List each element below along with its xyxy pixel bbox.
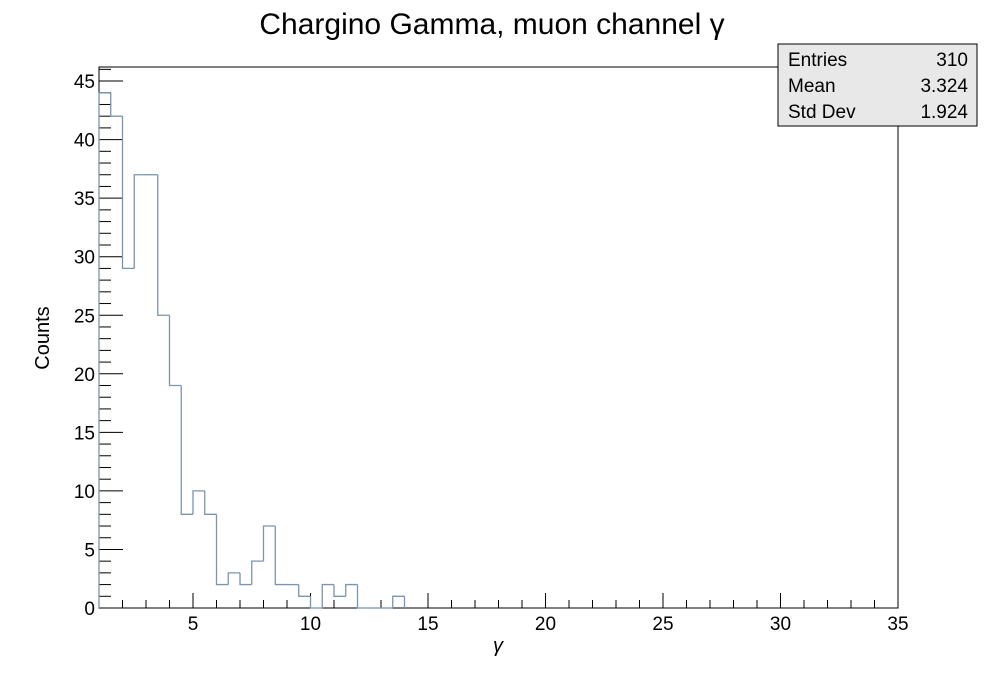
histogram-bin [180,385,193,515]
y-tick-label: 45 [74,72,95,93]
histogram-bin [356,584,370,609]
histogram-series [98,92,406,609]
histogram-bin [251,560,264,585]
histogram-bin [345,583,358,597]
y-tick-label: 10 [74,482,95,503]
histogram-bin [157,174,170,316]
stats-entries-value: 310 [936,50,968,71]
y-tick-label: 25 [74,306,95,327]
chart-title: Chargino Gamma, muon channel γ [259,8,724,41]
histogram-bin [98,92,111,608]
stats-mean-label: Mean [788,76,836,97]
x-tick-label: 10 [300,614,321,635]
histogram-bin [215,514,229,586]
histogram-bin [321,583,334,608]
x-tick-label: 35 [887,614,908,635]
plot-frame [98,66,899,609]
stats-entries-label: Entries [788,50,847,71]
x-tick-label: 25 [652,614,673,635]
stats-mean-value: 3.324 [920,76,968,97]
y-axis-label: Counts [32,306,54,369]
x-tick-label: 15 [417,614,438,635]
histogram-bin [133,174,146,269]
histogram-bin [298,584,311,597]
x-tick-label: 30 [770,614,791,635]
histogram-bin [121,116,135,270]
stats-box: Entries 310 Mean 3.324 Std Dev 1.924 [777,43,978,127]
y-tick-label: 5 [84,540,95,561]
x-tick-label: 5 [188,614,199,635]
histogram-bin [392,595,405,608]
x-tick-label: 20 [535,614,556,635]
histogram-bin [262,525,276,562]
histogram-bin [204,490,217,515]
histogram-bin [274,526,287,586]
histogram-bin [110,92,123,117]
y-tick-label: 0 [84,599,95,620]
x-axis: 5 10 15 20 25 30 35 [98,593,909,635]
histogram-bin [333,584,346,597]
stats-std-value: 1.924 [920,102,968,123]
stats-box-background [777,43,978,127]
y-tick-label: 20 [74,365,95,386]
histogram-bin [227,572,240,585]
y-tick-label: 40 [74,131,95,152]
y-axis: 0 5 10 15 20 25 30 35 40 45 [74,68,123,620]
y-tick-label: 30 [74,248,95,269]
histogram-bin [239,572,252,586]
histogram-bin [168,315,182,387]
stats-std-label: Std Dev [788,102,856,123]
y-tick-label: 35 [74,189,95,210]
histogram-bin [309,596,323,609]
x-axis-label: γ [493,635,504,657]
y-tick-label: 15 [74,423,95,444]
histogram-bin [192,490,205,515]
